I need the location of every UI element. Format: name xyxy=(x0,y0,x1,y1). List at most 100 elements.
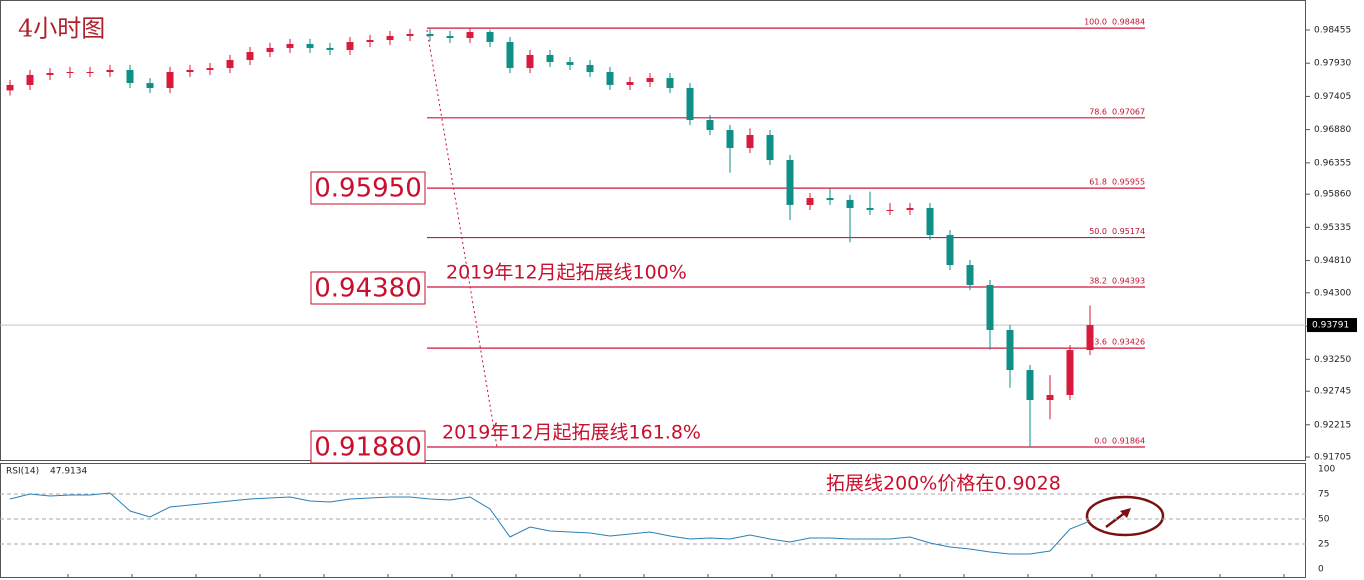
y-tick-label: 0.94300 xyxy=(1314,288,1351,298)
rsi-line xyxy=(9,492,1091,555)
candle-body xyxy=(966,265,974,286)
candle-body xyxy=(166,71,174,89)
candle-body xyxy=(766,135,774,160)
candle-body xyxy=(1026,370,1034,401)
candle-body xyxy=(726,130,734,148)
fib-ratio: 38.2 xyxy=(1089,276,1107,285)
rsi-panel xyxy=(0,463,1306,578)
candle-body xyxy=(226,59,234,69)
candle-body xyxy=(146,83,154,89)
highlight-ellipse xyxy=(1085,495,1165,537)
candle-body xyxy=(846,199,854,209)
candle-body xyxy=(1086,325,1094,351)
price-panel xyxy=(0,0,1306,461)
y-tick-label: 0.96355 xyxy=(1314,158,1351,168)
candle-body xyxy=(926,208,934,236)
y-tick-label: 0.92215 xyxy=(1314,420,1351,430)
candle-body xyxy=(286,43,294,48)
y-tick-label: 25 xyxy=(1318,540,1329,550)
fib-ratio: 23.6 xyxy=(1089,338,1107,347)
candle-body xyxy=(26,74,34,85)
candle-body xyxy=(6,84,14,91)
candle-body xyxy=(826,198,834,200)
y-tick-label: 0.95860 xyxy=(1314,190,1351,200)
candle-body xyxy=(326,47,334,50)
price-box xyxy=(310,171,426,205)
candle-body xyxy=(986,285,994,330)
fib-ratio: 0.0 xyxy=(1094,436,1107,445)
y-tick-label: 50 xyxy=(1318,515,1330,525)
price-box xyxy=(310,271,426,305)
candle-body xyxy=(186,69,194,72)
y-tick-label: 0.97930 xyxy=(1314,59,1351,69)
arrow-head xyxy=(1120,508,1131,518)
candle-body xyxy=(46,73,54,75)
fib-price: 0.94393 xyxy=(1112,276,1145,285)
candle-body xyxy=(106,69,114,72)
candle-body xyxy=(706,120,714,131)
y-tick-label: 0.91705 xyxy=(1314,453,1351,463)
y-tick-label: 100 xyxy=(1318,465,1335,475)
y-tick-label: 0.98455 xyxy=(1314,25,1351,35)
candle-body xyxy=(906,208,914,210)
candle-body xyxy=(1066,350,1074,396)
y-tick-label: 0.95335 xyxy=(1314,223,1351,233)
candle-body xyxy=(566,61,574,65)
candle-body xyxy=(206,68,214,70)
y-tick-label: 0.92745 xyxy=(1314,387,1351,397)
fib-price: 0.97067 xyxy=(1112,107,1145,116)
candle-body xyxy=(426,33,434,36)
trend-dotted-line xyxy=(426,29,498,448)
candle-body xyxy=(946,235,954,266)
candle-body xyxy=(626,81,634,85)
candle-body xyxy=(786,159,794,205)
current-price-box xyxy=(1307,318,1357,333)
chart-title: 4小时图 xyxy=(18,15,105,43)
price-box-label: 0.91880 xyxy=(314,433,422,463)
annotation: 2019年12月起拓展线100% xyxy=(446,262,687,284)
candle-body xyxy=(246,52,254,60)
candle-body xyxy=(346,42,354,50)
fib-price: 0.95174 xyxy=(1112,227,1145,236)
candle-body xyxy=(546,54,554,62)
candle-body xyxy=(1046,395,1054,401)
y-tick-label: 75 xyxy=(1318,490,1329,500)
candle-body xyxy=(586,64,594,72)
price-box-label: 0.95950 xyxy=(314,174,422,204)
candle-body xyxy=(526,54,534,69)
candle-body xyxy=(1006,329,1014,371)
fib-ratio: 78.6 xyxy=(1089,107,1107,116)
candle-body xyxy=(466,32,474,38)
candle-body xyxy=(886,209,894,211)
current-price-label: 0.93791 xyxy=(1312,321,1349,331)
candle-body xyxy=(366,39,374,43)
candle-body xyxy=(646,78,654,82)
candle-body xyxy=(486,32,494,43)
fib-ratio: 100.0 xyxy=(1084,18,1107,27)
candle-body xyxy=(86,71,94,73)
rsi-title: RSI(14) xyxy=(6,467,39,477)
y-tick-label: 0.96880 xyxy=(1314,125,1351,135)
annotation: 2019年12月起拓展线161.8% xyxy=(442,422,701,444)
y-tick-label: 0 xyxy=(1318,565,1324,575)
candle-body xyxy=(806,198,814,205)
candle-body xyxy=(406,33,414,36)
candle-body xyxy=(746,135,754,148)
candle-body xyxy=(386,35,394,40)
y-tick-label: 0.94810 xyxy=(1314,256,1351,266)
fib-price: 0.95955 xyxy=(1112,178,1145,187)
candle-body xyxy=(126,69,134,84)
candle-body xyxy=(66,71,74,74)
candle-body xyxy=(686,88,694,121)
candle-body xyxy=(446,35,454,38)
candle-body xyxy=(606,71,614,85)
price-box-label: 0.94380 xyxy=(314,274,422,304)
candle-body xyxy=(506,42,514,69)
fib-ratio: 61.8 xyxy=(1089,178,1107,187)
fib-price: 0.91864 xyxy=(1112,436,1145,445)
candle-body xyxy=(666,78,674,89)
annotation: 拓展线200%价格在0.9028 xyxy=(826,473,1061,495)
rsi-value: 47.9134 xyxy=(50,467,87,477)
y-tick-label: 0.97405 xyxy=(1314,92,1351,102)
